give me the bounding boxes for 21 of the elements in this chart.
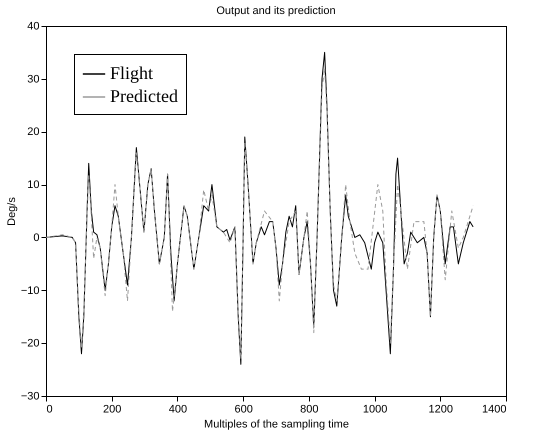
y-tick-label: −20 — [20, 338, 40, 350]
y-tick-label: 0 — [33, 232, 40, 244]
y-tick-label: −10 — [20, 284, 40, 297]
x-axis-title: Multiples of the sampling time — [204, 418, 349, 430]
y-tick-label: 30 — [27, 73, 40, 86]
y-axis-title: Deg/s — [6, 196, 18, 226]
x-tick-label: 400 — [168, 404, 188, 416]
chart-title: Output and its prediction — [216, 5, 336, 17]
x-tick-label: 1200 — [428, 404, 454, 416]
x-tick-label: 200 — [103, 404, 122, 416]
y-tick-label: 20 — [27, 126, 40, 138]
x-tick-label: 600 — [234, 404, 253, 416]
legend-label: Predicted — [110, 86, 178, 106]
x-tick-label: 1000 — [362, 404, 388, 416]
y-tick-label: 10 — [27, 179, 40, 192]
x-tick-label: 800 — [300, 404, 319, 416]
x-tick-label: 1400 — [482, 404, 506, 416]
x-tick-label: 0 — [46, 404, 53, 416]
y-tick-label: 40 — [27, 20, 40, 32]
y-tick-label: −30 — [20, 390, 40, 402]
legend-label: Flight — [110, 63, 154, 83]
